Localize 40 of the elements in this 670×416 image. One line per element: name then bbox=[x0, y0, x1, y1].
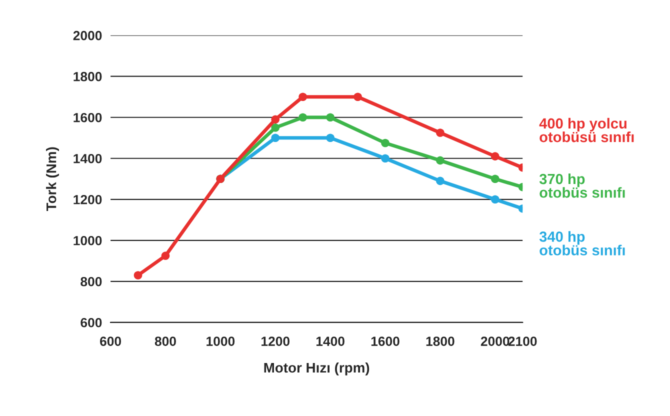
y-tick-label: 1200 bbox=[74, 194, 102, 204]
x-tick-label: 1600 bbox=[371, 336, 400, 346]
point bbox=[271, 123, 280, 132]
x-tick-label: 1200 bbox=[262, 336, 290, 346]
y-tick-label: 2000 bbox=[73, 30, 102, 40]
point bbox=[490, 195, 500, 204]
point bbox=[298, 113, 308, 122]
x-tick-label: 800 bbox=[154, 336, 176, 346]
series-label: 340 hp otobüs sınıfı bbox=[539, 231, 625, 256]
point bbox=[161, 252, 170, 260]
point bbox=[436, 128, 444, 137]
y-axis-title: Tork (Nm) bbox=[46, 147, 59, 212]
series-label: 400 hp yolcu otobüsü sınıfı bbox=[539, 118, 634, 142]
y-tick-label: 1600 bbox=[74, 112, 102, 122]
point bbox=[326, 113, 334, 122]
y-tick-label: 600 bbox=[80, 318, 102, 328]
point bbox=[134, 271, 142, 280]
y-tick-label: 1000 bbox=[74, 236, 102, 246]
point bbox=[436, 176, 444, 186]
y-tick-label: 1400 bbox=[74, 154, 102, 164]
y-tick-label: 800 bbox=[80, 276, 102, 286]
series-label: 370 hp otobüs sınıfı bbox=[539, 173, 625, 198]
point bbox=[298, 92, 308, 102]
x-tick-label: 1400 bbox=[316, 336, 344, 346]
point bbox=[354, 92, 362, 102]
point bbox=[490, 152, 500, 160]
point bbox=[326, 134, 334, 142]
x-tick-label: 1000 bbox=[206, 336, 235, 346]
x-tick-label: 2100 bbox=[508, 336, 537, 346]
x-tick-label: 2000 bbox=[480, 336, 510, 346]
x-axis-title: Motor Hızı (rpm) bbox=[264, 362, 370, 376]
x-tick-label: 600 bbox=[100, 336, 122, 346]
point bbox=[490, 174, 500, 184]
point bbox=[271, 134, 280, 142]
point bbox=[436, 156, 444, 165]
y-tick-label: 1800 bbox=[74, 72, 102, 82]
x-tick-label: 1800 bbox=[426, 336, 454, 346]
point bbox=[381, 138, 390, 148]
point bbox=[271, 115, 280, 124]
point bbox=[381, 154, 390, 163]
